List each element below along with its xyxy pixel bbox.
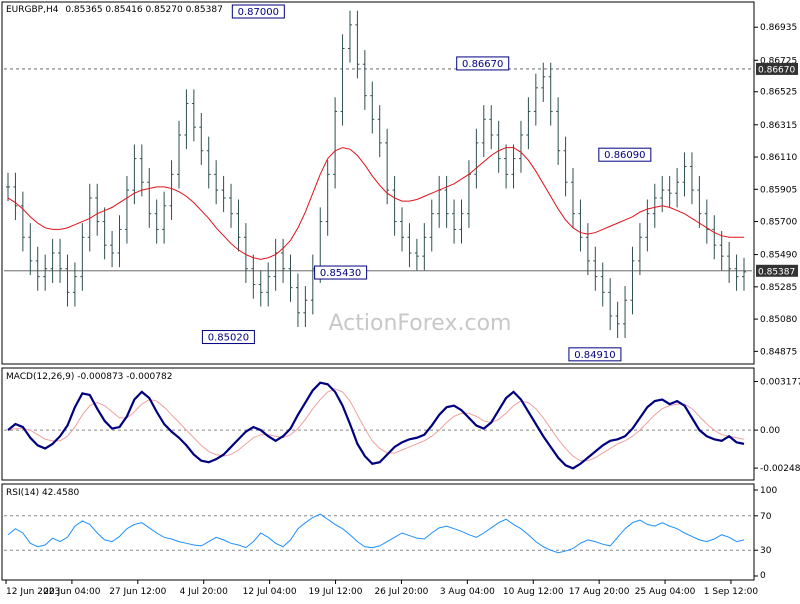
annotation-label: 0.87000 xyxy=(238,7,279,18)
y-tick-label: 0.86110 xyxy=(760,153,797,163)
x-tick-label: 3 Aug 04:00 xyxy=(440,587,495,597)
symbol-title: EURGBP,H4 0.85365 0.85416 0.85270 0.8538… xyxy=(6,5,223,15)
price-marker-box xyxy=(756,264,798,277)
rsi-panel xyxy=(1,483,755,581)
y-tick-label: 0.85905 xyxy=(760,185,797,195)
x-tick-label: 1 Sep 12:00 xyxy=(704,587,759,597)
annotation-label: 0.84910 xyxy=(574,350,615,361)
y-tick-label: 0.85700 xyxy=(760,218,797,228)
y-tick-label: 0.84875 xyxy=(760,347,797,357)
x-tick-label: 27 Jun 12:00 xyxy=(109,587,166,597)
main-series-layer: 0.87000 0.86670 0.86090 0.85430 0.85020 0.849… xyxy=(4,4,752,362)
macd-signal-line xyxy=(7,388,745,462)
moving-average-line xyxy=(7,147,744,260)
annotation-box xyxy=(598,147,652,162)
price-marker-label: 0.85387 xyxy=(758,267,795,277)
macd-y-tick-label: -0.002482 xyxy=(760,464,800,474)
price-annotation: 0.85020 xyxy=(201,330,255,345)
annotation-box xyxy=(231,4,285,19)
price-annotation: 0.84910 xyxy=(568,347,622,362)
x-tick-label: 12 Jul 04:00 xyxy=(243,587,297,597)
y-tick-label: 0.86525 xyxy=(760,88,797,98)
price-annotation: 0.86090 xyxy=(598,147,652,162)
price-annotation: 0.85430 xyxy=(314,265,368,280)
y-tick-label: 0.86935 xyxy=(760,23,797,33)
price-annotation: 0.87000 xyxy=(231,4,285,19)
price-marker-label: 0.86670 xyxy=(758,65,795,75)
x-tick-label: 17 Aug 20:00 xyxy=(569,587,630,597)
annotation-box xyxy=(314,265,368,280)
annotation-label: 0.86090 xyxy=(604,150,645,161)
annotation-box xyxy=(456,56,510,71)
y-tick-label: 0.85080 xyxy=(760,315,797,325)
annotation-label: 0.85430 xyxy=(320,268,361,279)
x-tick-label: 20 Jun 04:00 xyxy=(43,587,100,597)
x-tick-label: 4 Jul 20:00 xyxy=(180,587,229,597)
x-tick-label: 19 Jul 12:00 xyxy=(309,587,363,597)
rsi-y-tick-label: 30 xyxy=(760,546,772,556)
macd-line xyxy=(7,381,745,470)
x-tick-label: 25 Aug 04:00 xyxy=(635,587,696,597)
chart-symbol: EURGBP,H4 xyxy=(6,5,59,15)
price-annotation: 0.86670 xyxy=(456,56,510,71)
macd-panel xyxy=(1,367,755,481)
x-tick-label: 26 Jul 20:00 xyxy=(374,587,428,597)
y-tick-label: 0.85285 xyxy=(760,283,797,293)
price-marker-box xyxy=(756,62,798,75)
watermark: ActionForex.com xyxy=(329,311,512,336)
rsi-title: RSI(14) 42.4580 xyxy=(6,488,79,498)
annotation-box xyxy=(568,347,622,362)
x-tick-label: 12 Jun 2023 xyxy=(6,587,60,597)
y-tick-label: 0.86725 xyxy=(760,56,797,66)
macd-series-layer xyxy=(4,381,752,470)
rsi-series-layer xyxy=(4,513,752,554)
macd-y-tick-label: 0.003177 xyxy=(760,378,800,388)
macd-y-tick-label: 0.00 xyxy=(760,426,780,436)
y-tick-label: 0.86315 xyxy=(760,121,797,131)
rsi-y-tick-label: 100 xyxy=(760,486,777,496)
annotation-label: 0.86670 xyxy=(462,59,503,70)
annotation-label: 0.85020 xyxy=(208,333,249,344)
macd-title: MACD(12,26,9) -0.000873 -0.000782 xyxy=(6,372,172,382)
rsi-y-tick-label: 0 xyxy=(760,571,766,581)
rsi-y-tick-label: 70 xyxy=(760,512,772,522)
annotation-box xyxy=(201,330,255,345)
rsi-line xyxy=(7,513,745,554)
y-tick-label: 0.85490 xyxy=(760,251,797,261)
ohlc-values: 0.85365 0.85416 0.85270 0.85387 xyxy=(65,5,222,15)
axis-layer: 0.869350.867250.866700.865250.863150.861… xyxy=(5,23,800,597)
x-tick-label: 10 Aug 12:00 xyxy=(503,587,564,597)
